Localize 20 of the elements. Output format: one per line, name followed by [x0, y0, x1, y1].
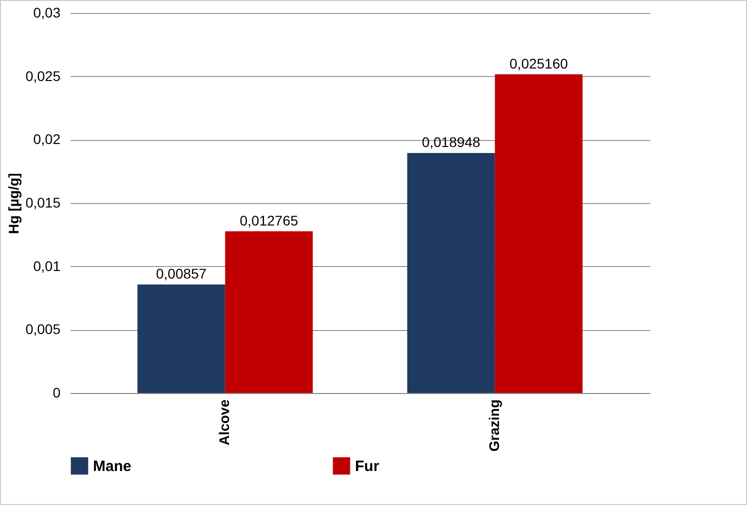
data-label: 0,018948	[422, 134, 480, 150]
y-tick-label: 0,01	[33, 258, 61, 274]
bar	[225, 231, 313, 393]
bar	[407, 152, 495, 393]
data-label: 0,012765	[240, 212, 298, 228]
y-tick-label: 0,03	[33, 4, 61, 20]
legend-label: Fur	[355, 458, 380, 475]
bar	[494, 74, 583, 393]
legend-label: Mane	[93, 458, 132, 475]
data-label: 0,00857	[156, 265, 207, 282]
y-tick-label: 0,015	[25, 194, 61, 210]
y-tick-label: 0	[52, 384, 61, 400]
bar	[137, 284, 226, 393]
y-tick-label: 0,02	[33, 131, 61, 148]
y-tick-label: 0,025	[25, 68, 61, 84]
y-axis-title: Hg [µg/g]	[5, 173, 22, 234]
x-tick-label: Grazing	[486, 400, 502, 452]
data-label: 0,025160	[510, 55, 568, 72]
x-tick-label: Alcove	[216, 399, 232, 446]
y-tick-label: 0,005	[25, 321, 61, 338]
